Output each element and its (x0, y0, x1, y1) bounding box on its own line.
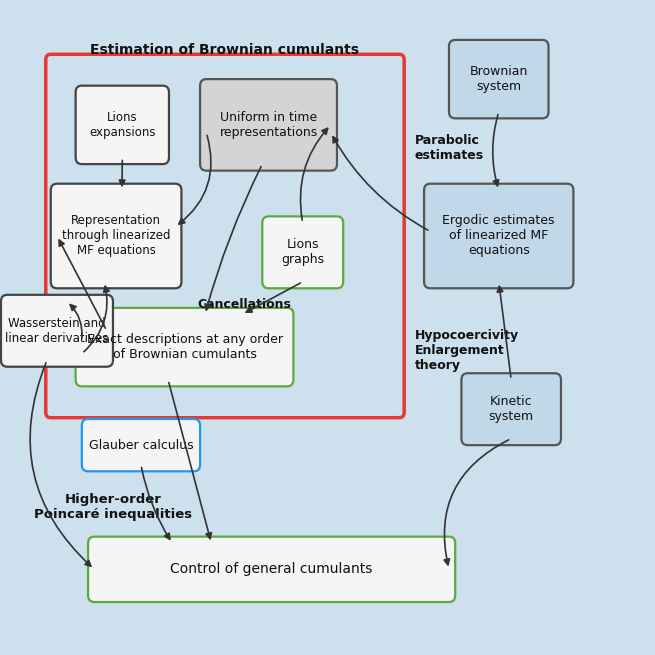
Text: Ergodic estimates
of linearized MF
equations: Ergodic estimates of linearized MF equat… (443, 214, 555, 257)
FancyBboxPatch shape (50, 183, 181, 288)
Text: Control of general cumulants: Control of general cumulants (170, 563, 373, 576)
FancyBboxPatch shape (75, 308, 293, 386)
FancyBboxPatch shape (1, 295, 113, 367)
FancyBboxPatch shape (461, 373, 561, 445)
FancyBboxPatch shape (82, 419, 200, 472)
FancyBboxPatch shape (200, 79, 337, 171)
FancyBboxPatch shape (449, 40, 548, 119)
Text: Exact descriptions at any order
of Brownian cumulants: Exact descriptions at any order of Brown… (86, 333, 282, 361)
FancyBboxPatch shape (424, 183, 573, 288)
Text: Estimation of Brownian cumulants: Estimation of Brownian cumulants (90, 43, 360, 57)
Text: Wasserstein and
linear derivatives: Wasserstein and linear derivatives (5, 317, 109, 345)
Text: Lions
graphs: Lions graphs (281, 238, 324, 267)
Text: Hypocoercivity
Enlargement
theory: Hypocoercivity Enlargement theory (415, 329, 519, 372)
FancyBboxPatch shape (75, 86, 169, 164)
FancyBboxPatch shape (262, 216, 343, 288)
FancyBboxPatch shape (88, 536, 455, 602)
Text: Cancellations: Cancellations (197, 298, 291, 311)
Text: Higher-order
Poincaré inequalities: Higher-order Poincaré inequalities (34, 493, 192, 521)
Text: Glauber calculus: Glauber calculus (88, 439, 193, 452)
Text: Lions
expansions: Lions expansions (89, 111, 155, 139)
Text: Uniform in time
representations: Uniform in time representations (219, 111, 318, 139)
Text: Parabolic
estimates: Parabolic estimates (415, 134, 484, 162)
Text: Representation
through linearized
MF equations: Representation through linearized MF equ… (62, 214, 170, 257)
Text: Brownian
system: Brownian system (470, 65, 528, 93)
Text: Kinetic
system: Kinetic system (489, 395, 534, 423)
